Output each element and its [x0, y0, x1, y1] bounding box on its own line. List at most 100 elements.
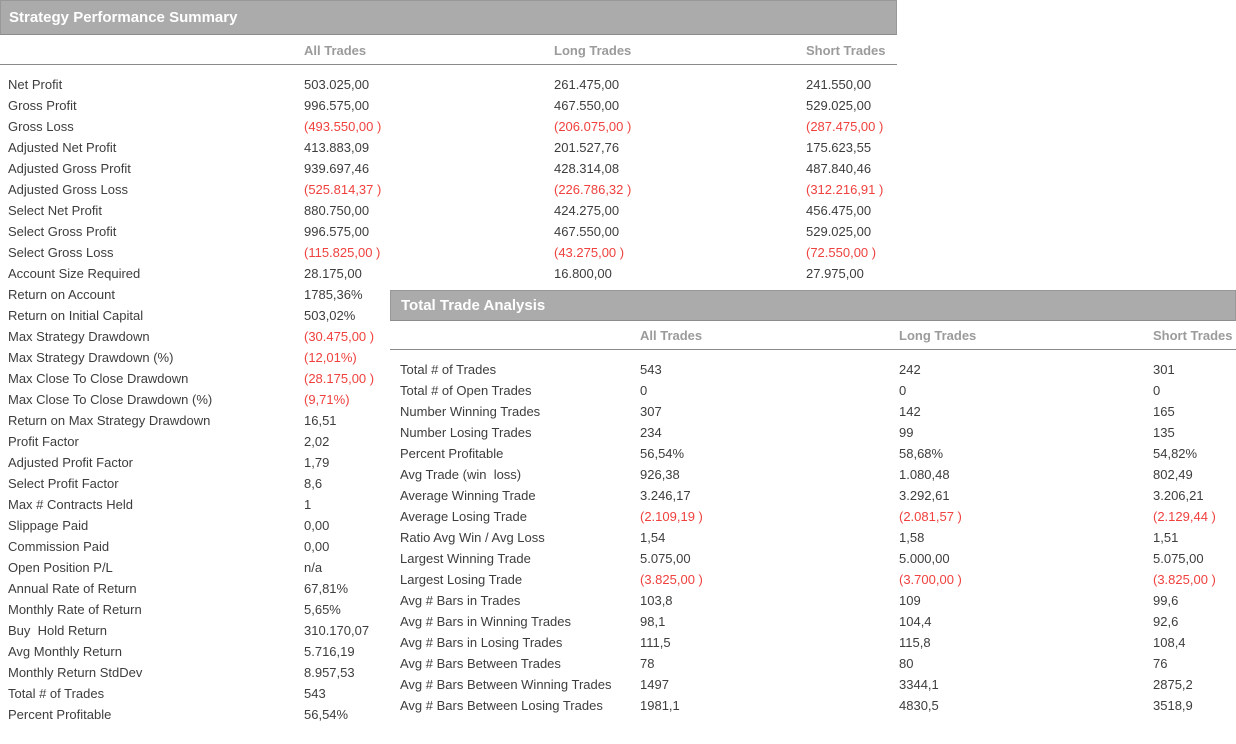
cell-short-trades: 92,6	[1153, 614, 1179, 629]
row-label: Total # of Trades	[8, 686, 105, 701]
section-title: Total Trade Analysis	[401, 297, 546, 314]
cell-all-trades: (9,71%)	[304, 392, 350, 407]
cell-short-trades: 5.075,00	[1153, 551, 1204, 566]
section-header-total-trade-analysis: Total Trade Analysis	[390, 290, 1236, 321]
table-row: Total # of Open Trades 0 0 0	[390, 380, 1236, 401]
row-label: Avg # Bars Between Trades	[400, 656, 561, 671]
table-row: Commission Paid 0,00	[0, 536, 897, 557]
cell-short-trades: (3.825,00 )	[1153, 572, 1216, 587]
table-row: Return on Initial Capital 503,02%	[0, 305, 897, 326]
table-row: Largest Losing Trade (3.825,00 ) (3.700,00…	[390, 569, 1236, 590]
cell-short-trades: 2875,2	[1153, 677, 1193, 692]
row-label: Total # of Open Trades	[400, 383, 532, 398]
cell-short-trades: 99,6	[1153, 593, 1179, 608]
cell-long-trades: 58,68%	[899, 446, 944, 461]
cell-long-trades: 467.550,00	[554, 224, 620, 239]
table-row: Percent Profitable 56,54%	[0, 704, 897, 725]
row-label: Monthly Rate of Return	[8, 602, 142, 617]
table-row: Adjusted Net Profit 413.883,09 201.527,76 1…	[0, 137, 897, 158]
cell-short-trades: 456.475,00	[806, 203, 872, 218]
table-row: Total # of Trades 543	[0, 683, 897, 704]
cell-short-trades: (72.550,00 )	[806, 245, 877, 260]
row-label: Account Size Required	[8, 266, 141, 281]
cell-long-trades: 80	[899, 656, 914, 671]
section-header-strategy-performance: Strategy Performance Summary	[0, 0, 897, 35]
row-label: Avg # Bars Between Winning Trades	[400, 677, 612, 692]
cell-all-trades: 880.750,00	[304, 203, 370, 218]
table-row: Avg # Bars Between Trades 78 80 76	[390, 653, 1236, 674]
cell-long-trades: 3344,1	[899, 677, 939, 692]
column-header-short-trades: Short Trades	[1153, 328, 1233, 343]
row-label: Adjusted Gross Loss	[8, 182, 128, 197]
cell-short-trades: (2.129,44 )	[1153, 509, 1216, 524]
table-row: Adjusted Gross Profit 939.697,46 428.314,0…	[0, 158, 897, 179]
cell-short-trades: (287.475,00 )	[806, 119, 884, 134]
table-row: Percent Profitable 56,54% 58,68% 54,82%	[390, 443, 1236, 464]
cell-long-trades: 104,4	[899, 614, 932, 629]
row-label: Select Net Profit	[8, 203, 102, 218]
cell-short-trades: 301	[1153, 362, 1175, 377]
cell-all-trades: 310.170,07	[304, 623, 370, 638]
cell-all-trades: 1785,36%	[304, 287, 363, 302]
cell-all-trades: 8,6	[304, 476, 323, 491]
cell-short-trades: 135	[1153, 425, 1175, 440]
cell-short-trades: 0	[1153, 383, 1161, 398]
table-row: Net Profit 503.025,00 261.475,00 241.550,00	[0, 74, 897, 95]
cell-long-trades: (2.081,57 )	[899, 509, 962, 524]
cell-long-trades: 109	[899, 593, 921, 608]
cell-all-trades: 16,51	[304, 413, 337, 428]
cell-long-trades: 3.292,61	[899, 488, 950, 503]
cell-all-trades: 413.883,09	[304, 140, 370, 155]
table-row: Select Net Profit 880.750,00 424.275,00 456…	[0, 200, 897, 221]
cell-long-trades: 242	[899, 362, 921, 377]
row-label: Percent Profitable	[8, 707, 112, 722]
row-label: Select Gross Loss	[8, 245, 114, 260]
cell-all-trades: 67,81%	[304, 581, 349, 596]
cell-all-trades: 78	[640, 656, 655, 671]
table-row: Return on Account 1785,36%	[0, 284, 897, 305]
cell-short-trades: 76	[1153, 656, 1168, 671]
table-row: Slippage Paid 0,00	[0, 515, 897, 536]
cell-all-trades: (525.814,37 )	[304, 182, 382, 197]
column-header-short-trades: Short Trades	[806, 43, 886, 58]
cell-long-trades: 467.550,00	[554, 98, 620, 113]
table-row: Monthly Return StdDev 8.957,53	[0, 662, 897, 683]
cell-all-trades: (115.825,00 )	[304, 245, 381, 260]
analysis-rows: Total # of Trades 543 242 301 Total # of Ope…	[390, 359, 1236, 716]
cell-long-trades: 4830,5	[899, 698, 939, 713]
cell-short-trades: 165	[1153, 404, 1175, 419]
row-label: Avg # Bars in Winning Trades	[400, 614, 572, 629]
row-label: Max Close To Close Drawdown	[8, 371, 189, 386]
cell-long-trades: (206.075,00 )	[554, 119, 632, 134]
analysis-column-headers: All Trades Long Trades Short Trades	[390, 321, 1236, 350]
cell-long-trades: 142	[899, 404, 921, 419]
cell-short-trades: 487.840,46	[806, 161, 872, 176]
cell-long-trades: (3.700,00 )	[899, 572, 962, 587]
cell-all-trades: 307	[640, 404, 662, 419]
cell-all-trades: 543	[304, 686, 326, 701]
row-label: Avg # Bars Between Losing Trades	[400, 698, 603, 713]
cell-short-trades: 529.025,00	[806, 224, 872, 239]
cell-short-trades: 3.206,21	[1153, 488, 1204, 503]
table-row: Avg # Bars Between Losing Trades 1981,1 48…	[390, 695, 1236, 716]
cell-all-trades: 3.246,17	[640, 488, 691, 503]
table-row: Max Strategy Drawdown (%) (12,01%)	[0, 347, 897, 368]
row-label: Select Profit Factor	[8, 476, 119, 491]
row-label: Avg # Bars in Trades	[400, 593, 521, 608]
cell-short-trades: 27.975,00	[806, 266, 864, 281]
table-row: Average Losing Trade (2.109,19 ) (2.081,57…	[390, 506, 1236, 527]
row-label: Number Winning Trades	[400, 404, 541, 419]
cell-long-trades: 0	[899, 383, 907, 398]
cell-short-trades: 54,82%	[1153, 446, 1198, 461]
cell-all-trades: 939.697,46	[304, 161, 370, 176]
row-label: Percent Profitable	[400, 446, 504, 461]
table-row: Select Profit Factor 8,6	[0, 473, 897, 494]
table-row: Profit Factor 2,02	[0, 431, 897, 452]
cell-all-trades: 1981,1	[640, 698, 680, 713]
table-row: Number Losing Trades 234 99 135	[390, 422, 1236, 443]
table-row: Total # of Trades 543 242 301	[390, 359, 1236, 380]
cell-long-trades: 428.314,08	[554, 161, 620, 176]
cell-all-trades: (493.550,00 )	[304, 119, 382, 134]
cell-long-trades: (226.786,32 )	[554, 182, 632, 197]
cell-long-trades: 5.000,00	[899, 551, 950, 566]
